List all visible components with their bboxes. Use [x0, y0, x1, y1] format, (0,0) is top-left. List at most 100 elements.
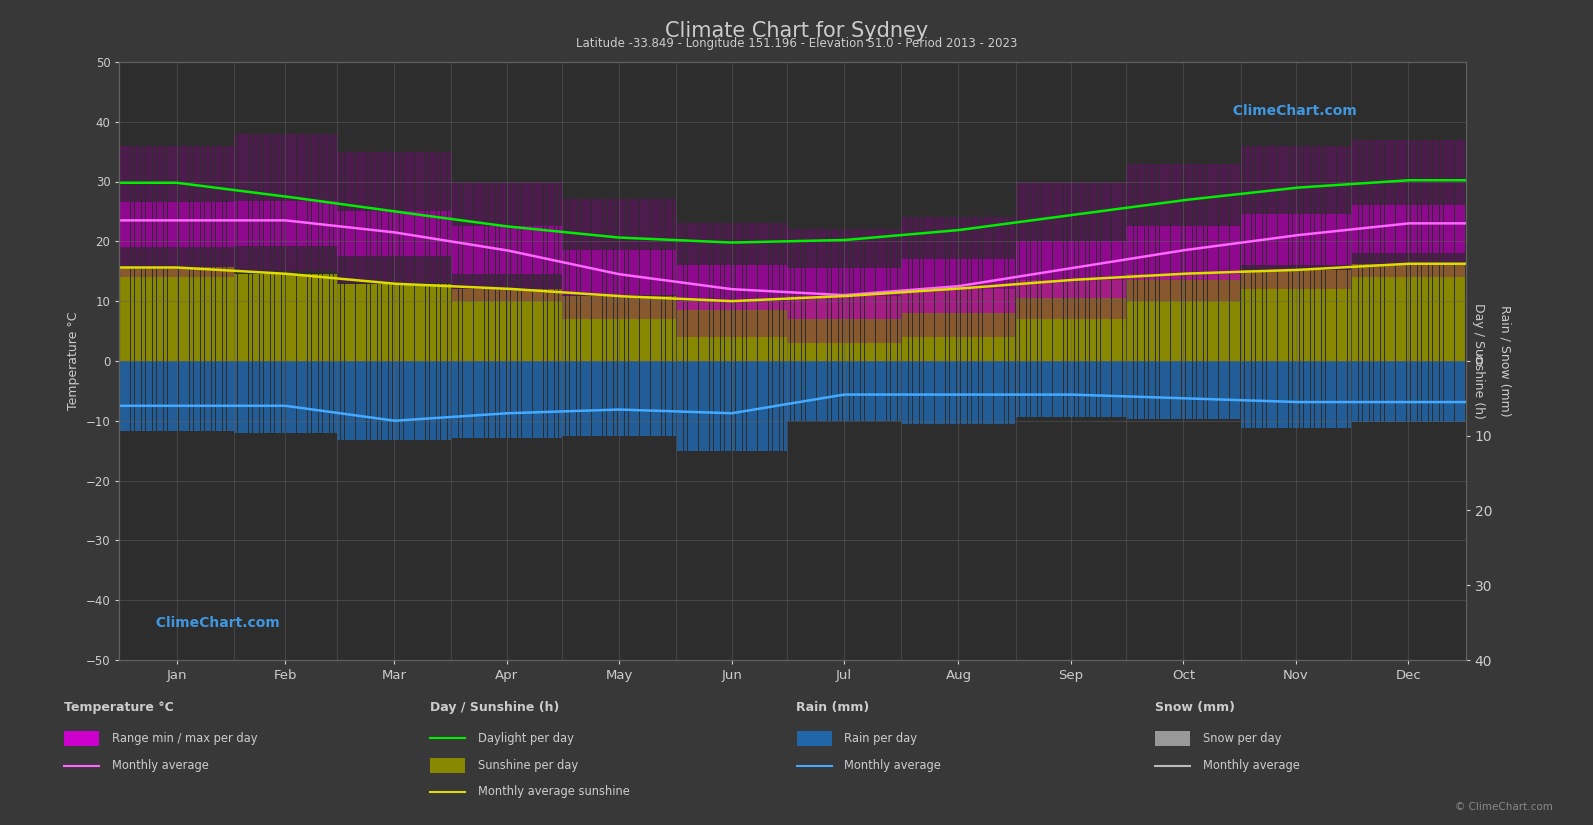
- Bar: [683, 361, 687, 451]
- Bar: [905, 218, 908, 337]
- Bar: [750, 265, 753, 310]
- Bar: [1061, 280, 1063, 361]
- Bar: [669, 361, 672, 436]
- Bar: [706, 361, 709, 451]
- Bar: [526, 182, 529, 301]
- Bar: [1451, 264, 1454, 361]
- Bar: [851, 296, 854, 361]
- Bar: [1403, 139, 1407, 277]
- Bar: [1056, 361, 1059, 417]
- Bar: [865, 268, 868, 319]
- Bar: [769, 361, 773, 451]
- Bar: [1308, 145, 1311, 290]
- Bar: [1415, 139, 1418, 277]
- Bar: [175, 146, 178, 277]
- Bar: [857, 268, 860, 319]
- Bar: [1381, 264, 1384, 361]
- Bar: [1193, 226, 1196, 280]
- Bar: [548, 182, 551, 301]
- Bar: [1137, 163, 1141, 301]
- Bar: [736, 361, 739, 451]
- Bar: [607, 296, 610, 361]
- Bar: [1274, 270, 1278, 361]
- Bar: [145, 146, 148, 277]
- Bar: [632, 296, 636, 361]
- Bar: [1286, 145, 1289, 290]
- Bar: [1112, 280, 1115, 361]
- Bar: [430, 211, 433, 257]
- Bar: [341, 211, 344, 257]
- Bar: [1249, 214, 1252, 265]
- Bar: [964, 361, 967, 424]
- Bar: [921, 259, 924, 313]
- Bar: [503, 182, 507, 301]
- Bar: [1000, 259, 1004, 313]
- Bar: [1330, 145, 1332, 290]
- Bar: [610, 200, 613, 319]
- Bar: [672, 250, 675, 295]
- Bar: [433, 284, 436, 361]
- Bar: [1443, 361, 1446, 422]
- Bar: [946, 289, 949, 361]
- Bar: [613, 250, 616, 295]
- Bar: [728, 265, 731, 310]
- Bar: [812, 268, 816, 319]
- Bar: [1109, 280, 1112, 361]
- Bar: [1020, 361, 1023, 417]
- Bar: [1053, 182, 1056, 319]
- Bar: [935, 361, 938, 424]
- Bar: [201, 267, 204, 361]
- Bar: [1157, 274, 1160, 361]
- Bar: [1185, 361, 1188, 419]
- Bar: [1443, 205, 1446, 253]
- Bar: [1378, 139, 1381, 277]
- Bar: [1016, 361, 1020, 417]
- Bar: [167, 361, 170, 431]
- Bar: [835, 229, 838, 343]
- Bar: [408, 152, 411, 283]
- Bar: [949, 259, 953, 313]
- Bar: [1333, 270, 1337, 361]
- Bar: [1281, 270, 1284, 361]
- Bar: [327, 274, 330, 361]
- Bar: [234, 361, 237, 432]
- Bar: [389, 361, 392, 440]
- Bar: [400, 361, 403, 440]
- Bar: [824, 268, 827, 319]
- Bar: [1104, 280, 1107, 361]
- Bar: [1389, 139, 1392, 277]
- Bar: [352, 284, 355, 361]
- Bar: [1448, 139, 1451, 277]
- Bar: [209, 361, 212, 431]
- Bar: [695, 361, 698, 451]
- Bar: [876, 361, 879, 421]
- Bar: [456, 361, 459, 438]
- Bar: [991, 361, 992, 424]
- Bar: [1042, 361, 1045, 417]
- Bar: [403, 152, 406, 283]
- Bar: [1319, 270, 1322, 361]
- Bar: [1160, 163, 1163, 301]
- Bar: [260, 274, 263, 361]
- Bar: [938, 259, 941, 313]
- Bar: [355, 361, 358, 440]
- Bar: [806, 361, 809, 421]
- Bar: [1196, 163, 1200, 301]
- Bar: [226, 361, 229, 431]
- Bar: [507, 182, 510, 301]
- Bar: [285, 134, 288, 271]
- Text: Monthly average: Monthly average: [844, 759, 941, 772]
- Bar: [644, 250, 647, 295]
- Bar: [304, 200, 307, 246]
- Bar: [1027, 361, 1031, 417]
- Bar: [285, 274, 288, 361]
- Bar: [1008, 218, 1012, 337]
- Bar: [736, 224, 739, 337]
- Bar: [655, 296, 658, 361]
- Bar: [710, 224, 714, 337]
- Bar: [1227, 274, 1230, 361]
- Bar: [1219, 274, 1222, 361]
- Bar: [518, 226, 521, 274]
- Bar: [832, 296, 835, 361]
- Bar: [1440, 139, 1443, 277]
